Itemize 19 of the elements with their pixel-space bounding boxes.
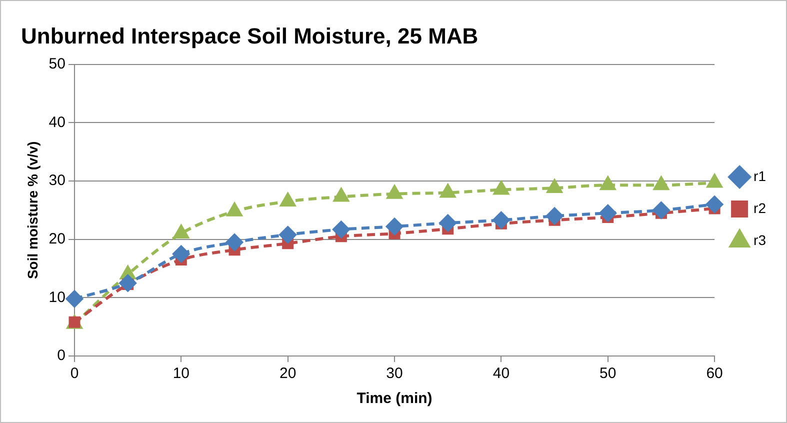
y-tick-label: 40: [48, 114, 66, 131]
y-axis-title: Soil moisture % (v/v): [24, 141, 40, 280]
legend-label: r3: [754, 232, 766, 248]
x-tick-label: 50: [600, 365, 616, 382]
chart-title: Unburned Interspace Soil Moisture, 25 MAB: [21, 23, 478, 48]
y-tick-label: 0: [57, 347, 66, 364]
x-tick-label: 30: [386, 365, 403, 382]
legend-label: r1: [754, 168, 766, 184]
x-tick-label: 60: [706, 365, 723, 382]
legend-label: r2: [754, 200, 766, 216]
y-tick-label: 30: [48, 172, 66, 190]
x-axis-title: Time (min): [356, 390, 432, 408]
x-tick-label: 10: [172, 365, 190, 382]
x-tick-label: 0: [70, 365, 79, 382]
x-tick-label: 40: [492, 365, 510, 382]
y-tick-label: 10: [48, 288, 66, 306]
y-tick-label: 50: [48, 56, 66, 73]
y-tick-label: 20: [48, 230, 66, 248]
x-tick-label: 20: [279, 365, 296, 382]
